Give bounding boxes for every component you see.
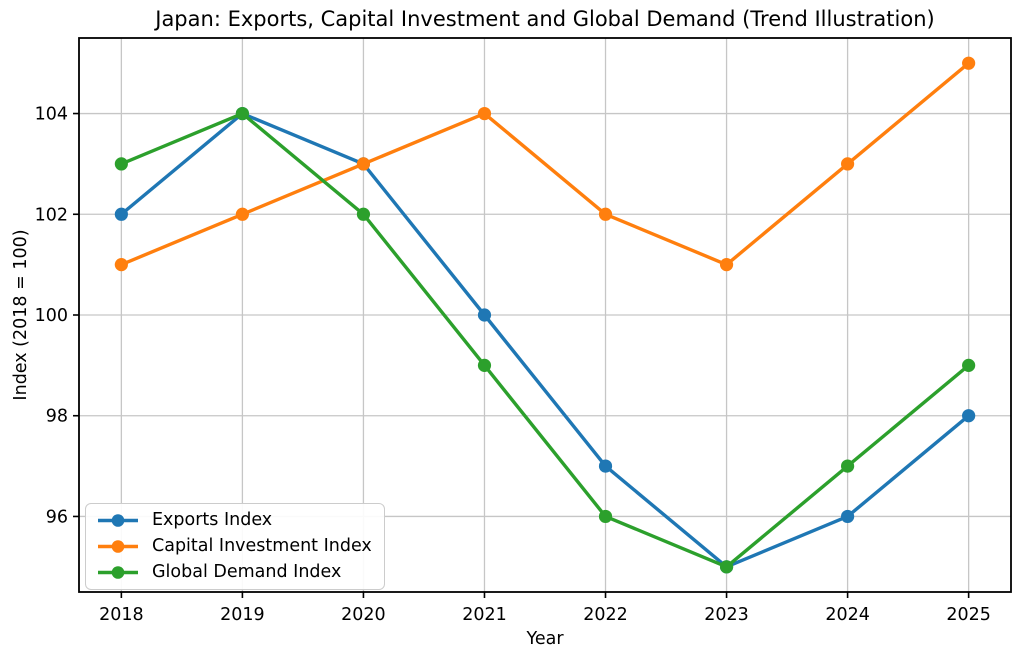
series-line-exports-index: [119, 111, 971, 569]
data-point-capital-investment-index-2022: [598, 207, 613, 221]
series-capital-investment-index: [114, 56, 976, 272]
data-point-capital-investment-index-2023: [719, 258, 734, 272]
x-tick-label: 2025: [946, 605, 991, 625]
data-point-exports-index-2021: [477, 308, 492, 322]
x-tick-label: 2020: [341, 605, 386, 625]
legend-label-global-demand-index: Global Demand Index: [152, 562, 342, 582]
legend-marker: [111, 540, 125, 553]
legend-swatch-exports-index: [98, 514, 138, 527]
series-line-capital-investment-index: [119, 61, 971, 267]
legend-item-exports-index: Exports Index: [96, 510, 372, 531]
y-tick-label: 98: [46, 407, 68, 427]
y-axis-label: Index (2018 = 100): [11, 229, 31, 401]
legend-swatch-capital-investment-index: [98, 540, 138, 553]
series-line-global-demand-index: [119, 111, 971, 569]
chart-title: Japan: Exports, Capital Investment and G…: [155, 7, 935, 31]
y-tick-label: 96: [46, 507, 68, 527]
x-tick-label: 2023: [704, 605, 749, 625]
data-point-exports-index-2018: [114, 207, 128, 221]
x-tick-label: 2024: [825, 605, 870, 625]
data-point-exports-index-2022: [598, 459, 613, 473]
data-point-capital-investment-index-2025: [962, 56, 976, 70]
gridlines: [79, 38, 1011, 592]
data-point-global-demand-index-2024: [840, 459, 855, 473]
legend-item-capital-investment-index: Capital Investment Index: [96, 536, 372, 557]
data-point-global-demand-index-2025: [962, 358, 976, 372]
y-tick-label: 102: [35, 205, 68, 225]
data-point-exports-index-2025: [962, 409, 976, 423]
legend-label-capital-investment-index: Capital Investment Index: [152, 536, 372, 556]
data-point-capital-investment-index-2019: [235, 207, 250, 221]
data-point-global-demand-index-2022: [598, 509, 613, 524]
data-point-capital-investment-index-2024: [840, 157, 855, 171]
y-tick-label: 104: [35, 105, 68, 125]
data-point-global-demand-index-2018: [114, 157, 128, 171]
x-tick-label: 2021: [462, 605, 507, 625]
legend: Exports Index Capital Investment Index Glo…: [85, 503, 385, 590]
data-point-capital-investment-index-2020: [356, 157, 371, 171]
x-tick-label: 2019: [220, 605, 265, 625]
x-axis-label: Year: [526, 629, 564, 649]
legend-marker: [111, 514, 125, 527]
data-point-global-demand-index-2020: [356, 207, 371, 221]
x-tick-label: 2018: [99, 605, 144, 625]
x-tick-label: 2022: [583, 605, 628, 625]
data-point-capital-investment-index-2021: [477, 106, 492, 121]
legend-swatch-global-demand-index: [98, 566, 138, 579]
y-tick-label: 100: [35, 306, 68, 326]
tick-marks: [73, 112, 970, 598]
data-point-global-demand-index-2019: [235, 106, 250, 121]
series-global-demand-index: [114, 106, 976, 574]
legend-label-exports-index: Exports Index: [152, 510, 273, 530]
legend-marker: [111, 566, 125, 579]
data-point-global-demand-index-2021: [477, 358, 492, 372]
data-point-exports-index-2024: [840, 509, 855, 524]
legend-item-global-demand-index: Global Demand Index: [96, 562, 372, 583]
data-point-global-demand-index-2023: [719, 560, 734, 574]
data-point-capital-investment-index-2018: [114, 258, 128, 272]
